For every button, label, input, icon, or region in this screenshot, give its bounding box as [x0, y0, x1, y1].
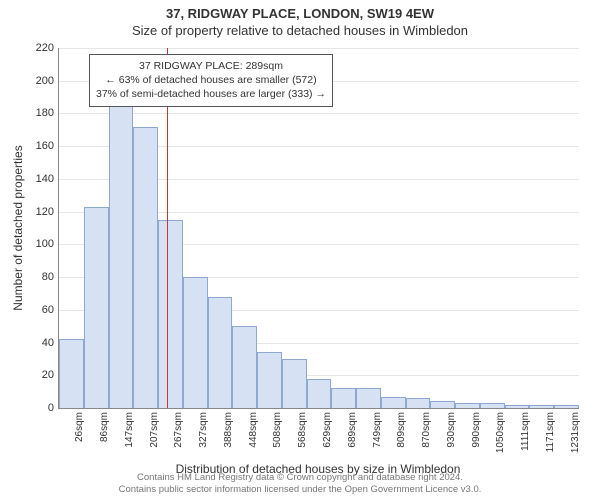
histogram-bar	[158, 220, 183, 408]
histogram-bar	[133, 127, 158, 408]
footer-attribution: Contains HM Land Registry data © Crown c…	[0, 472, 600, 496]
histogram-bar	[406, 398, 431, 408]
x-tick-label: 448sqm	[248, 412, 259, 448]
y-tick-label: 220	[24, 42, 54, 54]
y-tick-label: 100	[24, 238, 54, 250]
x-tick-label: 26sqm	[74, 412, 85, 442]
y-tick-label: 40	[24, 337, 54, 349]
y-tick-label: 60	[24, 304, 54, 316]
footer-line-2: Contains public sector information licen…	[0, 484, 600, 496]
x-tick-label: 629sqm	[322, 412, 333, 448]
x-tick-label: 207sqm	[149, 412, 160, 448]
x-tick-label: 689sqm	[347, 412, 358, 448]
annotation-line-1: 37 RIDGWAY PLACE: 289sqm	[96, 59, 326, 73]
y-tick-label: 0	[24, 402, 54, 414]
x-tick-label: 1171sqm	[545, 412, 556, 452]
x-tick-label: 809sqm	[396, 412, 407, 448]
histogram-bar	[183, 277, 208, 408]
x-tick-label: 1050sqm	[495, 412, 506, 453]
y-tick-label: 140	[24, 173, 54, 185]
x-tick-label: 568sqm	[297, 412, 308, 448]
histogram-bar	[282, 359, 307, 408]
y-tick-label: 200	[24, 75, 54, 87]
histogram-bar	[356, 388, 381, 408]
chart-title: 37, RIDGWAY PLACE, LONDON, SW19 4EW	[0, 0, 600, 23]
x-tick-label: 1111sqm	[520, 412, 531, 451]
histogram-bar	[109, 105, 134, 408]
histogram-bar	[208, 297, 233, 408]
x-tick-label: 1231sqm	[570, 412, 581, 453]
x-tick-label: 147sqm	[124, 412, 135, 448]
histogram-bar	[381, 397, 406, 408]
x-tick-label: 870sqm	[421, 412, 432, 448]
chart-subtitle: Size of property relative to detached ho…	[0, 23, 600, 40]
histogram-bar	[480, 403, 505, 408]
y-axis-title: Number of detached properties	[11, 145, 25, 310]
x-tick-label: 327sqm	[198, 412, 209, 448]
y-tick-label: 120	[24, 206, 54, 218]
x-tick-label: 388sqm	[223, 412, 234, 448]
annotation-line-3: 37% of semi-detached houses are larger (…	[96, 87, 326, 101]
x-tick-label: 508sqm	[272, 412, 283, 448]
x-tick-label: 267sqm	[173, 412, 184, 448]
chart-area: Number of detached properties 37 RIDGWAY…	[58, 48, 578, 408]
x-tick-label: 749sqm	[372, 412, 383, 448]
y-tick-label: 180	[24, 107, 54, 119]
x-tick-label: 86sqm	[99, 412, 110, 442]
histogram-bar	[257, 352, 282, 408]
histogram-bar	[455, 403, 480, 408]
histogram-bar	[505, 405, 530, 408]
x-tick-label: 930sqm	[446, 412, 457, 448]
y-tick-label: 80	[24, 271, 54, 283]
y-tick-label: 20	[24, 369, 54, 381]
histogram-bar	[331, 388, 356, 408]
histogram-bar	[84, 207, 109, 408]
footer-line-1: Contains HM Land Registry data © Crown c…	[0, 472, 600, 484]
histogram-bar	[59, 339, 84, 408]
histogram-bar	[232, 326, 257, 408]
histogram-bar	[307, 379, 332, 408]
histogram-bar	[430, 401, 455, 408]
histogram-bar	[529, 405, 554, 408]
x-tick-label: 990sqm	[471, 412, 482, 448]
annotation-box: 37 RIDGWAY PLACE: 289sqm ← 63% of detach…	[89, 54, 333, 107]
plot-region: 37 RIDGWAY PLACE: 289sqm ← 63% of detach…	[58, 48, 579, 409]
y-tick-label: 160	[24, 140, 54, 152]
annotation-line-2: ← 63% of detached houses are smaller (57…	[96, 73, 326, 87]
histogram-bar	[554, 405, 579, 408]
chart-container: 37, RIDGWAY PLACE, LONDON, SW19 4EW Size…	[0, 0, 600, 500]
